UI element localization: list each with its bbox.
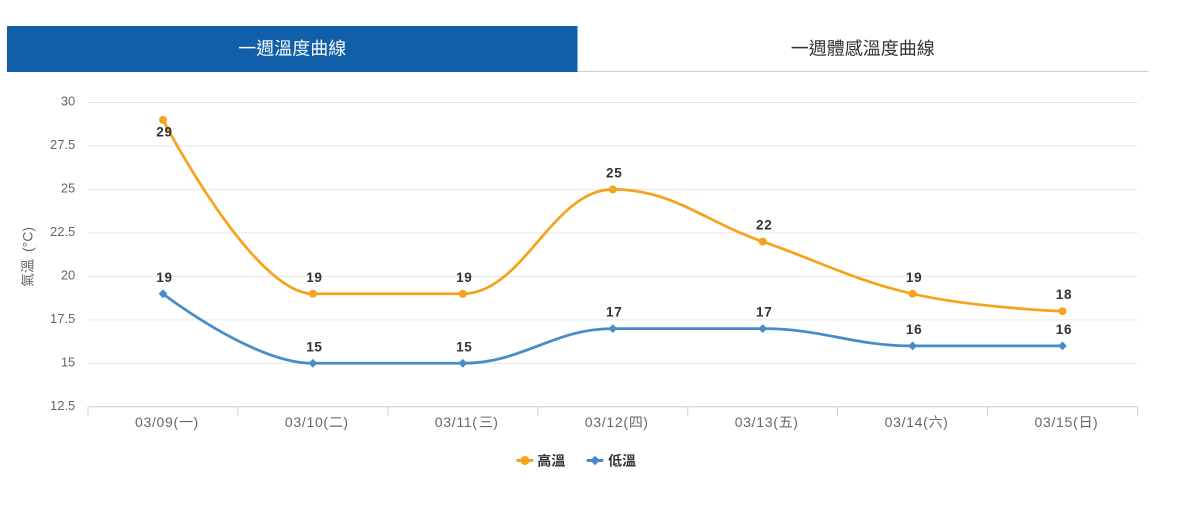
svg-text:20: 20 [61,267,75,282]
svg-text:16: 16 [906,322,922,337]
svg-text:15: 15 [61,354,75,369]
svg-text:19: 19 [306,270,322,285]
svg-text:29: 29 [156,125,172,140]
svg-text:25: 25 [606,165,622,180]
svg-text:): ) [943,414,948,430]
svg-text:03/09(: 03/09( [135,414,179,430]
svg-text:19: 19 [156,270,172,285]
svg-text:22.5: 22.5 [50,224,75,239]
svg-text:16: 16 [1056,322,1072,337]
svg-text:22: 22 [756,218,772,233]
svg-text:27.5: 27.5 [50,137,75,152]
svg-text:19: 19 [906,270,922,285]
svg-text:): ) [1093,414,1098,430]
svg-text:03/15(: 03/15( [1035,414,1079,430]
svg-text:03/10(: 03/10( [285,414,329,430]
svg-text:03/12(: 03/12( [585,414,629,430]
svg-text:03/11(: 03/11( [435,414,478,430]
svg-text:15: 15 [306,339,322,354]
svg-text:(°C): (°C) [20,227,36,252]
svg-text:): ) [793,414,798,430]
svg-text:18: 18 [1056,287,1072,302]
svg-text:): ) [343,414,348,430]
svg-text:03/13(: 03/13( [735,414,779,430]
svg-text:19: 19 [456,270,472,285]
svg-text:): ) [194,414,199,430]
svg-text:17: 17 [606,305,622,320]
svg-text:15: 15 [456,339,472,354]
svg-text:03/14(: 03/14( [885,414,929,430]
svg-text:12.5: 12.5 [50,398,75,413]
svg-text:): ) [493,414,498,430]
svg-text:17.5: 17.5 [50,311,75,326]
svg-text:17: 17 [756,305,772,320]
svg-text:): ) [643,414,648,430]
svg-text:30: 30 [61,94,75,109]
svg-text:25: 25 [61,180,75,195]
